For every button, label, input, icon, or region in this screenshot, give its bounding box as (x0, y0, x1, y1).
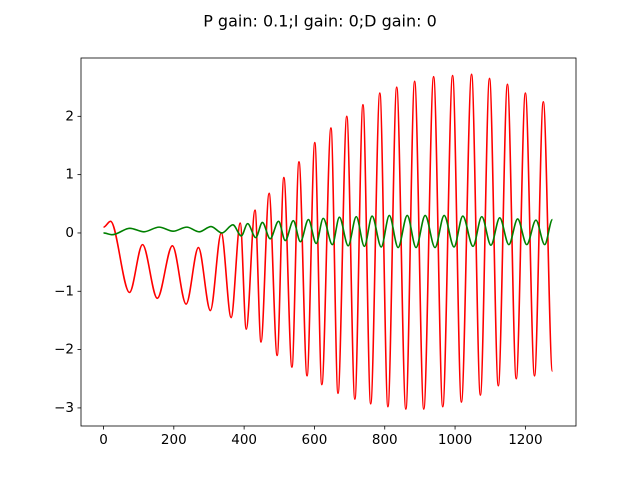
data-line (103, 73, 554, 410)
x-tick-label: 1000 (438, 432, 472, 448)
y-tick-label: 2 (65, 108, 74, 124)
x-tick-label: 400 (231, 432, 257, 448)
plot-frame (80, 57, 577, 427)
y-tick-label: −3 (54, 400, 74, 416)
y-tick-label: 0 (65, 225, 74, 241)
y-tick-label: −1 (54, 283, 74, 299)
x-tick-label: 600 (302, 432, 328, 448)
x-tick-label: 200 (161, 432, 187, 448)
chart-title: P gain: 0.1;I gain: 0;D gain: 0 (203, 12, 437, 31)
x-tick-label: 0 (99, 432, 108, 448)
x-tick-label: 800 (372, 432, 398, 448)
y-tick-label: 1 (65, 167, 74, 183)
y-tick-label: −2 (54, 342, 74, 358)
data-line (103, 214, 554, 249)
x-tick-label: 1200 (508, 432, 542, 448)
